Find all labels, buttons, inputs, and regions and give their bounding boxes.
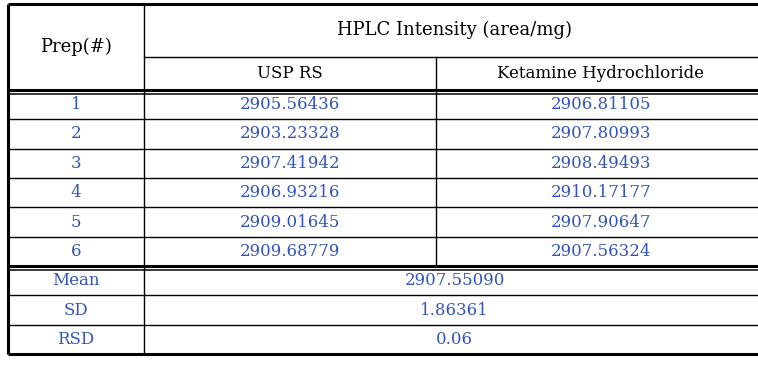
Text: SD: SD [64,302,88,319]
Text: USP RS: USP RS [257,65,323,82]
Text: 3: 3 [70,155,81,172]
Text: Prep(#): Prep(#) [40,38,111,56]
Text: 2908.49493: 2908.49493 [550,155,651,172]
Text: 2909.01645: 2909.01645 [240,214,340,230]
Text: 2910.17177: 2910.17177 [550,184,651,201]
Text: 2907.41942: 2907.41942 [240,155,340,172]
Text: 2909.68779: 2909.68779 [240,243,340,260]
Text: Mean: Mean [52,272,99,289]
Text: Ketamine Hydrochloride: Ketamine Hydrochloride [497,65,704,82]
Text: 2907.90647: 2907.90647 [550,214,651,230]
Text: 2905.56436: 2905.56436 [240,96,340,113]
Text: 2907.55090: 2907.55090 [405,272,505,289]
Text: 5: 5 [70,214,81,230]
Text: 4: 4 [70,184,81,201]
Text: 6: 6 [70,243,81,260]
Text: 2906.93216: 2906.93216 [240,184,340,201]
Text: RSD: RSD [57,331,95,348]
Text: 2: 2 [70,126,81,142]
Text: 2906.81105: 2906.81105 [550,96,651,113]
Text: 1: 1 [70,96,81,113]
Text: HPLC Intensity (area/mg): HPLC Intensity (area/mg) [337,21,572,39]
Text: 2903.23328: 2903.23328 [240,126,340,142]
Text: 2907.56324: 2907.56324 [550,243,651,260]
Text: 2907.80993: 2907.80993 [550,126,651,142]
Text: 0.06: 0.06 [437,331,473,348]
Text: 1.86361: 1.86361 [421,302,489,319]
